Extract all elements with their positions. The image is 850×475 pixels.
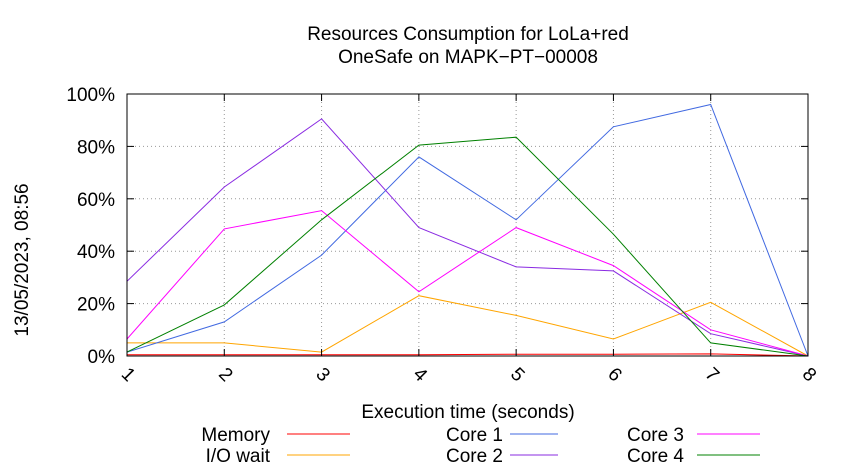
chart-title-line-1: Resources Consumption for LoLa+red (307, 24, 629, 45)
x-tick-label: 7 (701, 364, 723, 386)
legend-label-core-1: Core 1 (446, 425, 503, 446)
timestamp-label: 13/05/2023, 08:56 (12, 183, 33, 336)
series-line-i-o-wait (127, 295, 809, 357)
x-tick-label: 5 (506, 364, 528, 386)
x-tick-label: 2 (214, 364, 236, 386)
chart-title: Resources Consumption for LoLa+red OneSa… (307, 24, 629, 68)
x-tick-label: 8 (798, 364, 820, 386)
x-tick-label: 3 (311, 364, 333, 386)
series-line-core-1 (126, 103, 809, 357)
chart-title-line-2: OneSafe on MAPK−PT−00008 (338, 47, 598, 68)
legend-label-i-o-wait: I/O wait (206, 446, 271, 467)
x-tick-label: 6 (603, 364, 625, 386)
y-tick-label: 100% (66, 85, 115, 106)
y-tick-label: 20% (77, 295, 115, 316)
series-line-memory (127, 353, 809, 357)
x-tick-label: 4 (409, 364, 432, 387)
x-axis-label: Execution time (seconds) (361, 402, 574, 423)
grid (127, 94, 808, 356)
y-tick-label: 40% (77, 242, 115, 263)
plot-series (126, 103, 809, 357)
plot-frame (126, 93, 809, 357)
y-tick-label: 80% (77, 137, 115, 158)
series-line-core-3 (126, 210, 809, 357)
series-line-core-2 (126, 118, 809, 357)
legend-label-memory: Memory (201, 425, 270, 446)
y-axis: 0% 20% 40% 60% 80% 100% (66, 85, 808, 368)
legend-label-core-3: Core 3 (627, 425, 684, 446)
x-tick-label: 1 (117, 364, 139, 386)
series-line-core-4 (126, 136, 809, 357)
y-tick-label: 60% (77, 190, 115, 211)
y-tick-label: 0% (88, 347, 116, 368)
legend-label-core-4: Core 4 (627, 446, 684, 467)
legend-label-core-2: Core 2 (446, 446, 503, 467)
